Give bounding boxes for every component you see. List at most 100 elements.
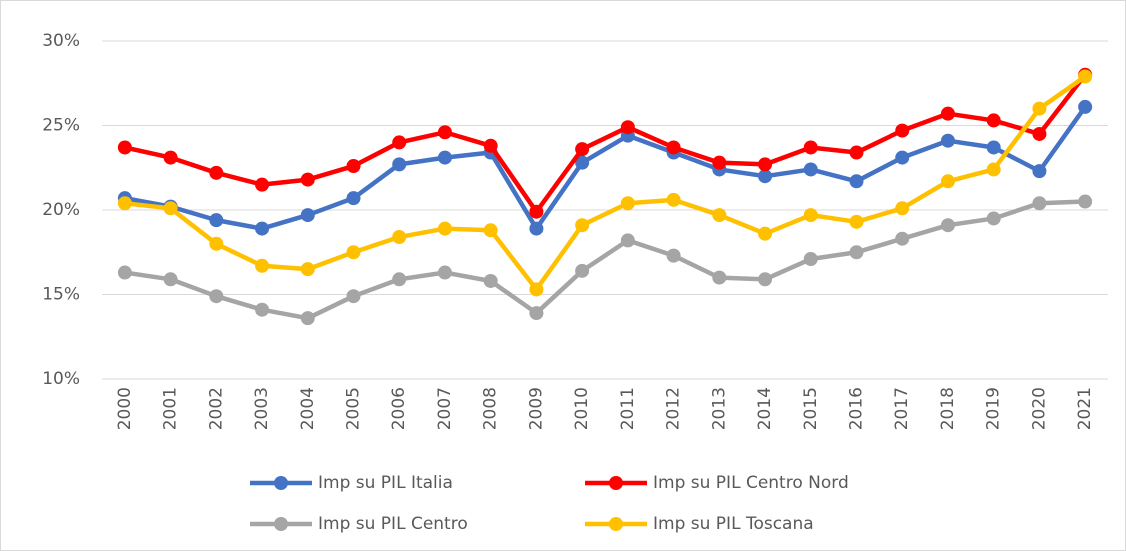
data-point [666,140,681,155]
data-point [255,258,270,273]
data-point [666,192,681,207]
data-point [712,208,727,223]
data-point [1078,194,1093,209]
data-point [392,157,407,172]
series-line [124,74,1087,292]
data-point [712,155,727,170]
data-point [712,270,727,285]
x-tick-label: 2021 [1075,387,1095,430]
data-point [620,196,635,211]
data-point [758,169,773,184]
data-point [803,252,818,267]
data-point [255,221,270,236]
data-point [575,155,590,170]
data-point [346,245,361,260]
legend-swatch-marker [609,517,623,531]
legend-entry: Imp su PIL Centro Nord [585,473,849,493]
data-point [575,142,590,157]
data-point [849,245,864,260]
legend-swatch-marker [274,476,288,490]
data-point [392,272,407,287]
x-tick-label: 2005 [344,387,364,430]
data-point [255,302,270,317]
data-point [758,226,773,241]
data-point [803,208,818,223]
legend-label: Imp su PIL Centro Nord [653,473,849,493]
data-point [986,211,1001,226]
data-point [1032,126,1047,141]
data-point [117,140,132,155]
legend-label: Imp su PIL Italia [318,473,453,493]
data-point [895,150,910,165]
x-tick-label: 2006 [389,387,409,430]
data-point [346,191,361,206]
data-point [895,123,910,138]
legend-swatch-marker [274,517,288,531]
data-point [849,174,864,189]
data-point [1032,101,1047,116]
data-point [209,213,224,228]
data-point [758,272,773,287]
data-point [346,159,361,174]
data-point [620,233,635,248]
legend-label: Imp su PIL Toscana [653,514,814,534]
data-point [1032,196,1047,211]
data-point [209,236,224,251]
data-point [1078,69,1093,84]
data-point [209,289,224,304]
data-point [940,218,955,233]
data-point [300,311,315,326]
series-line [124,105,1087,231]
data-point [163,272,178,287]
data-point [803,162,818,177]
data-point [437,221,452,236]
data-point [758,157,773,172]
data-point [529,282,544,297]
data-point [1078,99,1093,114]
x-tick-label: 2013 [709,387,729,430]
x-tick-label: 2009 [526,387,546,430]
series-line [124,199,1086,321]
data-point [300,172,315,187]
data-point [940,106,955,121]
x-tick-label: 2020 [1029,387,1049,430]
x-tick-label: 2016 [847,387,867,430]
x-tick-label: 2017 [892,387,912,430]
data-point [575,218,590,233]
data-point [300,262,315,277]
data-point [849,145,864,160]
legend-swatch-marker [609,476,623,490]
data-point [986,113,1001,128]
x-tick-label: 2019 [984,387,1004,430]
data-point [803,140,818,155]
data-point [483,273,498,288]
data-point [346,289,361,304]
y-tick-label: 30% [42,31,80,51]
y-tick-label: 25% [42,116,80,136]
x-tick-label: 2018 [938,387,958,430]
data-point [117,196,132,211]
data-point [895,201,910,216]
y-tick-label: 10% [42,369,80,389]
x-tick-label: 2007 [435,387,455,430]
data-point [255,177,270,192]
y-tick-label: 20% [42,200,80,220]
data-point [986,162,1001,177]
data-point [163,201,178,216]
x-tick-label: 2000 [115,387,135,430]
data-point [483,138,498,153]
data-point [437,150,452,165]
x-tick-label: 2011 [618,387,638,430]
legend-entry: Imp su PIL Italia [250,473,453,493]
data-point [620,120,635,135]
x-tick-label: 2001 [161,387,181,430]
x-tick-label: 2004 [298,387,318,430]
data-point [300,208,315,223]
data-point [575,263,590,278]
data-point [392,230,407,245]
data-point [940,174,955,189]
data-point [392,135,407,150]
x-tick-label: 2012 [664,387,684,430]
data-point [529,204,544,219]
